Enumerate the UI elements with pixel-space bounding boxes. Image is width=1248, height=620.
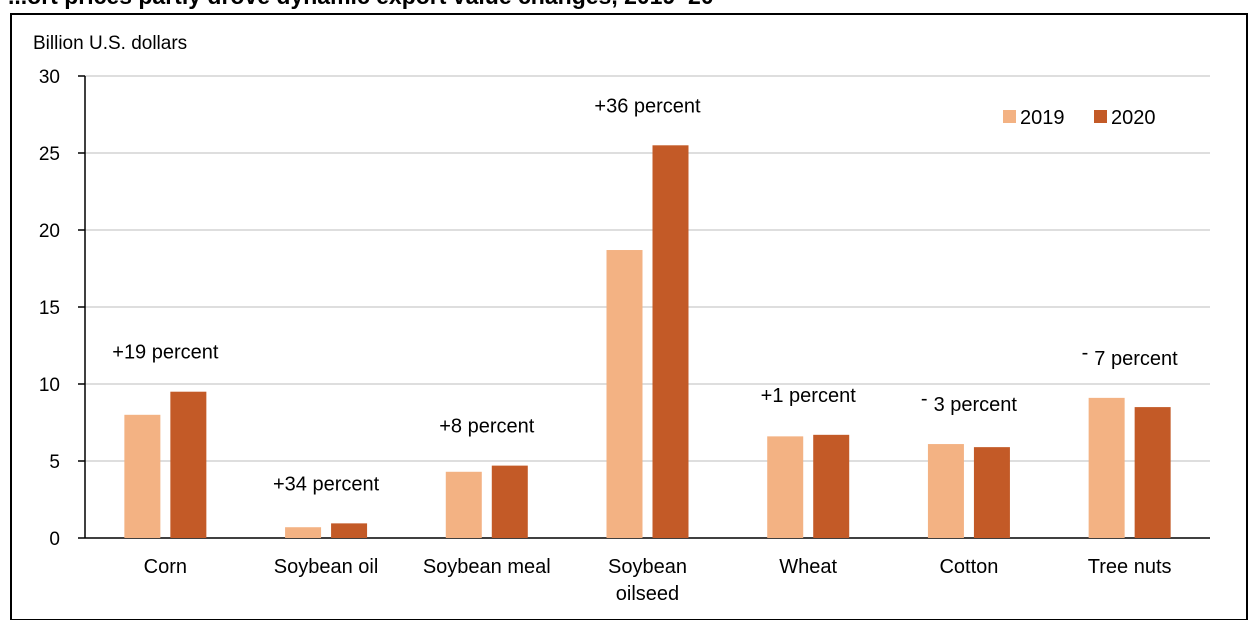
change-text: 8 percent bbox=[451, 416, 535, 438]
y-tick-label: 5 bbox=[49, 452, 60, 473]
bar-2020 bbox=[652, 145, 689, 539]
bar-2020 bbox=[170, 391, 207, 538]
category-labels: Corn Soybean oil Soybean meal Soybean oilsee… bbox=[144, 556, 1172, 605]
change-sign: - bbox=[1082, 342, 1089, 364]
change-sign: + bbox=[439, 416, 451, 438]
category-label: Cotton bbox=[939, 556, 998, 578]
y-tick-label: 25 bbox=[39, 144, 60, 165]
bar-2020 bbox=[813, 434, 850, 538]
bar-2020 bbox=[331, 523, 368, 538]
y-tick-label: 0 bbox=[49, 529, 60, 550]
category-label: oilseed bbox=[616, 583, 679, 605]
chart-border bbox=[10, 13, 1248, 620]
category-label: Tree nuts bbox=[1088, 556, 1172, 578]
change-annotation: +8 percent bbox=[439, 416, 535, 438]
category-label: Soybean oil bbox=[274, 556, 379, 578]
bar-2020 bbox=[973, 447, 1010, 538]
change-sign: + bbox=[594, 95, 606, 117]
change-text: 36 percent bbox=[606, 95, 701, 117]
chart-title: ...ort prices partly drove dynamic expor… bbox=[8, 0, 714, 9]
legend-label: 2019 bbox=[1020, 107, 1065, 129]
category-label: Wheat bbox=[779, 556, 837, 578]
change-text: 1 percent bbox=[772, 385, 856, 407]
category-label: Soybean bbox=[608, 556, 687, 578]
bar-2019 bbox=[285, 527, 322, 538]
bar-2019 bbox=[767, 436, 804, 538]
y-tick-label: 15 bbox=[39, 298, 60, 319]
bar-2019 bbox=[124, 414, 161, 538]
change-annotation: +19 percent bbox=[112, 342, 219, 364]
change-sign: - bbox=[921, 388, 928, 410]
legend-swatch-2019 bbox=[1003, 110, 1016, 123]
annotations: +19 percent+34 percent+8 percent+36 perc… bbox=[112, 95, 1178, 495]
bar-2019 bbox=[927, 444, 964, 538]
change-text: 7 percent bbox=[1094, 348, 1178, 370]
change-text: 3 percent bbox=[934, 394, 1018, 416]
change-text: 34 percent bbox=[285, 473, 380, 495]
change-annotation: +36 percent bbox=[594, 95, 701, 117]
change-sign: + bbox=[112, 342, 124, 364]
title-mask bbox=[0, 0, 1248, 12]
change-annotation: +34 percent bbox=[273, 473, 380, 495]
legend: 2019 2020 bbox=[1003, 107, 1156, 129]
bar-2019 bbox=[445, 471, 482, 538]
category-label: Corn bbox=[144, 556, 187, 578]
category-label: Soybean meal bbox=[423, 556, 551, 578]
gridlines bbox=[85, 75, 1210, 462]
change-annotation: +1 percent bbox=[761, 385, 857, 407]
change-annotation: -3 percent bbox=[921, 388, 1018, 416]
y-axis-label: Billion U.S. dollars bbox=[33, 33, 187, 54]
bar-2020 bbox=[1134, 407, 1171, 538]
change-annotation: -7 percent bbox=[1082, 342, 1179, 370]
axes: 0 5 10 15 20 25 30 bbox=[39, 67, 1210, 550]
y-tick-label: 30 bbox=[39, 67, 60, 88]
legend-swatch-2020 bbox=[1094, 110, 1107, 123]
bars bbox=[124, 145, 1171, 539]
bar-2019 bbox=[1088, 397, 1125, 538]
change-text: 19 percent bbox=[124, 342, 219, 364]
change-sign: + bbox=[273, 473, 285, 495]
bar-2019 bbox=[606, 250, 643, 538]
legend-label: 2020 bbox=[1111, 107, 1156, 129]
y-tick-label: 10 bbox=[39, 375, 60, 396]
bar-2020 bbox=[491, 465, 528, 538]
change-sign: + bbox=[761, 385, 773, 407]
y-tick-label: 20 bbox=[39, 221, 60, 242]
